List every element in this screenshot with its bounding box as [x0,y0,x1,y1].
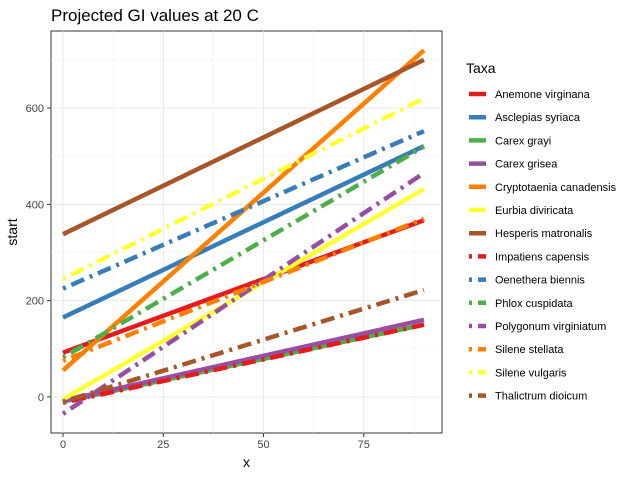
legend-item: Impatiens capensis [469,251,590,263]
series-line [62,129,425,291]
legend-label: Phlox cuspidata [495,298,574,310]
y-tick-label: 200 [26,296,44,308]
legend-item: Eurbia diviricata [469,205,574,217]
legend-title: Taxa [466,60,496,76]
series-line [62,216,425,363]
legend-label: Cryptotaenia canadensis [495,182,617,194]
series-line [62,144,425,320]
legend-label: Anemone virginana [495,89,591,101]
legend-item: Thalictrum dioicum [469,391,587,403]
y-tick-label: 0 [38,392,44,404]
legend-item: Silene stellata [469,344,564,356]
legend-item: Silene vulgaris [469,367,567,379]
legend-items: Anemone virginana Asclepias syriaca Carex … [469,89,617,403]
x-tick-label: 25 [157,439,169,451]
legend-item: Anemone virginana [469,89,591,101]
x-axis-ticks: 0 25 50 75 [60,433,370,451]
legend-item: Asclepias syriaca [469,112,581,124]
legend-label: Thalictrum dioicum [495,391,587,403]
series-line [62,96,425,281]
plot-area [50,30,443,434]
legend-label: Asclepias syriaca [495,112,581,124]
y-axis-title: start [4,218,20,245]
series-line [61,144,426,360]
series-line [61,171,426,416]
legend-item: Carex grisea [469,159,558,171]
legend-label: Impatiens capensis [495,251,590,263]
legend-label: Hesperis matronalis [495,228,593,240]
legend-item: Oenethera biennis [469,275,585,287]
y-tick-label: 400 [26,199,44,211]
legend-label: Oenethera biennis [495,275,585,287]
series-line [62,218,425,355]
legend-item: Polygonum virginiatum [469,321,606,333]
series-line [62,317,425,403]
x-axis-title: x [243,454,250,470]
legend-label: Eurbia diviricata [495,205,574,217]
y-tick-label: 600 [26,103,44,115]
legend-item: Hesperis matronalis [469,228,593,240]
x-tick-label: 0 [60,439,66,451]
series-line [62,322,425,405]
legend-label: Silene stellata [495,344,564,356]
legend-item: Phlox cuspidata [469,298,574,310]
legend: Taxa Anemone virginana Asclepias syriaca C… [466,60,617,403]
legend-item: Carex grayi [469,135,551,147]
x-tick-label: 50 [257,439,269,451]
legend-label: Carex grisea [495,159,558,171]
legend-label: Polygonum virginiatum [495,321,606,333]
x-tick-label: 75 [358,439,370,451]
legend-label: Carex grayi [495,135,551,147]
legend-label: Silene vulgaris [495,367,567,379]
series-line [62,287,425,404]
series-line [62,57,425,237]
series-lines [61,48,426,416]
chart-title: Projected GI values at 20 C [51,6,259,25]
y-axis-ticks: 0 200 400 600 [26,103,51,404]
legend-item: Cryptotaenia canadensis [469,182,617,194]
